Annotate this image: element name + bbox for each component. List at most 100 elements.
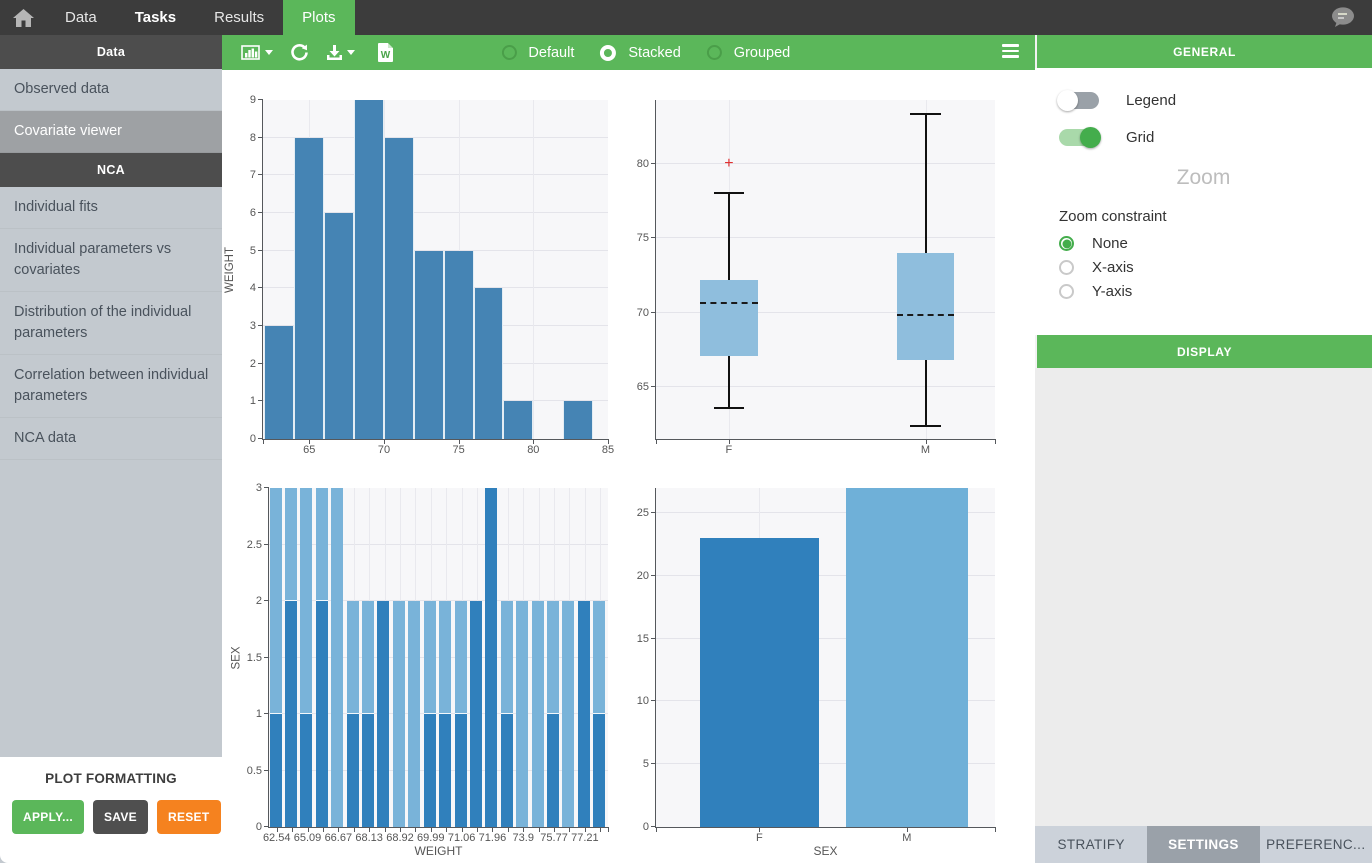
stacked-bar-segment-f <box>485 488 498 827</box>
zoom-constraint-x-axis[interactable]: X-axis <box>1059 259 1372 276</box>
chat-bubble-icon <box>1332 7 1354 27</box>
top-tab-tasks[interactable]: Tasks <box>134 9 177 26</box>
y-tick-label: 20 <box>636 569 649 582</box>
x-tick <box>309 439 311 444</box>
stacked-bar-sex-by-weight[interactable]: 0 0.5 1 1.5 2 2.5 3 SEX WEIGHT 62.54 65.09 66.67 68.… <box>230 482 609 858</box>
stacked-bar-segment-m <box>439 601 452 714</box>
sidebar-item-observed-data[interactable]: Observed data <box>0 69 222 112</box>
gridline <box>269 600 608 601</box>
top-tab-results[interactable]: Results <box>214 9 265 26</box>
plot-toolbar: W Default Stacked Grouped <box>222 35 1035 70</box>
tab-settings[interactable]: SETTINGS <box>1147 826 1260 863</box>
x-tick-label: 68.13 <box>355 832 383 844</box>
sidebar-item-distribution-of-the-individual-parameters[interactable]: Distribution of the individual parameter… <box>0 292 222 356</box>
y-tick <box>258 325 263 326</box>
stacked-bar-segment-m <box>531 601 544 827</box>
x-tick <box>446 827 448 832</box>
top-tab-data[interactable]: Data <box>65 9 97 26</box>
stacked-bar-segment-f <box>269 714 282 827</box>
menu-button[interactable] <box>1002 44 1019 61</box>
y-tick <box>258 174 263 176</box>
grid-toggle-row[interactable]: Grid <box>1059 127 1372 148</box>
x-tick <box>384 827 386 832</box>
whisker-cap <box>713 407 745 410</box>
radio-icon <box>1059 236 1074 251</box>
x-tick-label: 77.21 <box>571 832 599 844</box>
mode-option-label: Default <box>528 44 575 61</box>
top-tab-plots[interactable]: Plots <box>283 0 355 35</box>
y-tick <box>651 637 656 639</box>
x-tick <box>608 439 609 444</box>
gridline <box>656 763 995 765</box>
y-tick <box>651 763 656 765</box>
plot-formatting-buttons: APPLY... SAVE RESET <box>0 786 222 834</box>
x-tick-label: 69.99 <box>417 832 445 844</box>
y-tick <box>651 826 656 827</box>
zoom-constraint-option-label: X-axis <box>1092 259 1134 276</box>
sidebar-item-individual-parameters-vs-covariates[interactable]: Individual parameters vs covariates <box>0 229 222 293</box>
y-tick-label: 0 <box>255 821 262 833</box>
tab-stratify[interactable]: STRATIFY <box>1057 837 1125 852</box>
bar-chart-sex-counts[interactable]: 0 5 10 15 20 25 SEX F M <box>637 488 996 858</box>
sidebar-item-individual-fits[interactable]: Individual fits <box>0 187 222 230</box>
general-section-header[interactable]: GENERAL <box>1035 35 1372 68</box>
x-tick <box>307 827 309 832</box>
stacked-bar-segment-m <box>500 601 513 714</box>
y-axis-label-text: WEIGHT <box>224 246 236 293</box>
gridline <box>656 237 995 239</box>
legend-toggle[interactable] <box>1057 90 1099 111</box>
box-iqr <box>700 279 758 356</box>
mode-option-default[interactable]: Default <box>501 45 574 61</box>
y-tick <box>651 700 656 702</box>
y-axis-label: WEIGHT <box>223 100 237 439</box>
stacked-bar-segment-m <box>562 601 575 827</box>
toggle-knob <box>1080 127 1101 148</box>
x-axis-label: SEX <box>813 844 838 858</box>
display-section-header[interactable]: DISPLAY <box>1035 335 1372 368</box>
refresh-button[interactable] <box>285 39 314 66</box>
box-median <box>896 313 955 316</box>
x-tick <box>995 439 996 444</box>
mode-option-stacked[interactable]: Stacked <box>600 44 681 61</box>
y-tick-label: 2.5 <box>246 538 262 551</box>
mode-option-grouped[interactable]: Grouped <box>706 45 790 61</box>
word-export-button[interactable]: W <box>373 39 398 66</box>
sidebar-item-nca-data[interactable]: NCA data <box>0 418 222 461</box>
apply-button[interactable]: APPLY... <box>12 800 84 834</box>
stacked-bar-segment-m <box>392 601 405 827</box>
grid-toggle[interactable] <box>1059 127 1101 148</box>
gridline <box>269 713 608 714</box>
histogram-bar <box>383 137 414 439</box>
gridline <box>269 656 608 658</box>
chat-button[interactable] <box>1329 6 1356 34</box>
y-tick-label: 5 <box>642 758 649 771</box>
y-tick <box>651 512 656 514</box>
x-tick-label: 68.92 <box>386 832 414 844</box>
y-tick-label: 3 <box>249 320 256 332</box>
settings-panel: GENERAL Legend Grid Zoom Zoom constraint … <box>1035 35 1372 863</box>
x-tick-label: 62.54 <box>262 832 291 844</box>
zoom-constraint-none[interactable]: None <box>1059 235 1372 252</box>
sidebar-item-correlation-between-individual-parameters[interactable]: Correlation between individual parameter… <box>0 355 222 419</box>
stacked-bar-segment-f <box>362 714 375 827</box>
legend-toggle-row[interactable]: Legend <box>1057 90 1372 111</box>
grid-toggle-label: Grid <box>1126 129 1155 146</box>
x-tick-label: 85 <box>601 444 615 456</box>
sidebar-item-covariate-viewer[interactable]: Covariate viewer <box>0 111 222 154</box>
x-tick <box>759 827 761 832</box>
save-button[interactable]: SAVE <box>92 800 148 834</box>
toggle-knob <box>1057 90 1078 111</box>
y-tick-label: 65 <box>636 380 649 393</box>
histogram-weight-plot[interactable]: 0 1 2 3 4 5 6 7 8 9 WEIGHT 65 70 75 80 85 <box>224 94 614 456</box>
export-button[interactable] <box>321 40 360 65</box>
stacked-bar-segment-f <box>593 714 606 827</box>
chart-type-button[interactable] <box>236 41 278 65</box>
whisker-cap <box>910 112 941 115</box>
zoom-constraint-y-axis[interactable]: Y-axis <box>1059 283 1372 300</box>
home-button[interactable] <box>0 0 46 35</box>
y-axis-label-text: SEX <box>230 645 243 670</box>
reset-button[interactable]: RESET <box>156 800 221 834</box>
tab-preferenc[interactable]: PREFERENC... <box>1266 837 1366 852</box>
whisker-cap <box>910 425 941 428</box>
